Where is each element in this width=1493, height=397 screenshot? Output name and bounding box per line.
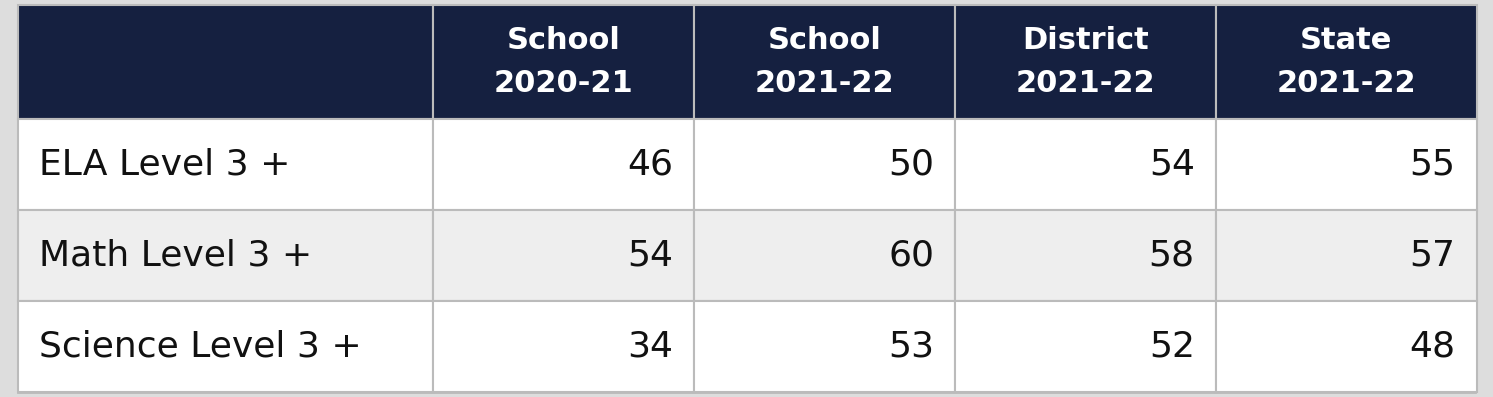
Bar xyxy=(694,5,956,119)
Text: 48: 48 xyxy=(1409,330,1456,364)
Text: 54: 54 xyxy=(1148,148,1194,181)
Text: 54: 54 xyxy=(627,239,673,273)
Bar xyxy=(956,210,1215,301)
Text: 50: 50 xyxy=(888,148,935,181)
Bar xyxy=(18,119,433,210)
Bar xyxy=(694,119,956,210)
Text: School: School xyxy=(506,25,621,54)
Bar xyxy=(433,301,694,392)
Bar xyxy=(956,119,1215,210)
Text: 2021-22: 2021-22 xyxy=(754,69,894,98)
Bar xyxy=(18,210,433,301)
Text: District: District xyxy=(1021,25,1148,54)
Text: Science Level 3 +: Science Level 3 + xyxy=(39,330,361,364)
Bar xyxy=(18,5,433,119)
Bar xyxy=(1215,301,1477,392)
Text: 2021-22: 2021-22 xyxy=(1015,69,1156,98)
Text: Math Level 3 +: Math Level 3 + xyxy=(39,239,312,273)
Bar xyxy=(956,5,1215,119)
Text: 2020-21: 2020-21 xyxy=(494,69,633,98)
Bar xyxy=(1215,119,1477,210)
Text: 58: 58 xyxy=(1148,239,1194,273)
Text: 53: 53 xyxy=(888,330,935,364)
Text: 34: 34 xyxy=(627,330,673,364)
Bar xyxy=(694,210,956,301)
Text: State: State xyxy=(1300,25,1393,54)
Text: 52: 52 xyxy=(1148,330,1194,364)
Bar xyxy=(433,210,694,301)
Text: 60: 60 xyxy=(888,239,935,273)
Text: 55: 55 xyxy=(1409,148,1456,181)
Bar xyxy=(433,5,694,119)
Bar xyxy=(433,119,694,210)
Bar xyxy=(694,301,956,392)
Text: ELA Level 3 +: ELA Level 3 + xyxy=(39,148,290,181)
Bar xyxy=(1215,5,1477,119)
Bar xyxy=(956,301,1215,392)
Bar xyxy=(18,301,433,392)
Text: 2021-22: 2021-22 xyxy=(1277,69,1415,98)
Text: School: School xyxy=(767,25,881,54)
Text: 46: 46 xyxy=(627,148,673,181)
Text: 57: 57 xyxy=(1409,239,1456,273)
Bar xyxy=(1215,210,1477,301)
